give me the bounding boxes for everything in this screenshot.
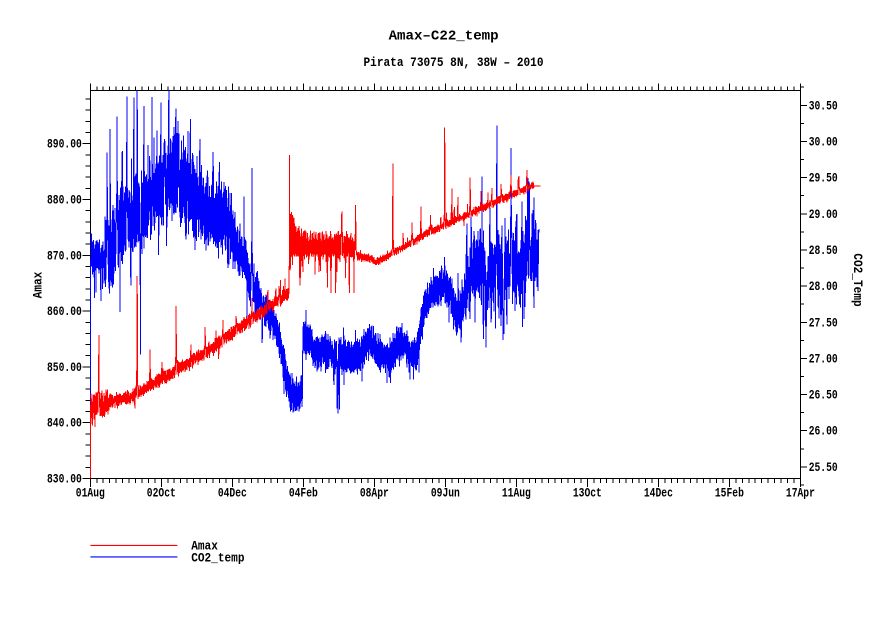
svg-text:840.00: 840.00 [47, 416, 82, 431]
svg-text:28.00: 28.00 [809, 279, 838, 294]
svg-text:CO2_Temp: CO2_Temp [850, 253, 864, 306]
svg-text:01Aug: 01Aug [76, 486, 105, 501]
svg-text:29.00: 29.00 [809, 207, 838, 222]
svg-text:830.00: 830.00 [47, 472, 82, 487]
svg-text:27.50: 27.50 [809, 315, 838, 330]
svg-text:860.00: 860.00 [47, 304, 82, 319]
svg-text:04Feb: 04Feb [289, 486, 318, 501]
svg-text:09Jun: 09Jun [431, 486, 460, 501]
svg-text:880.00: 880.00 [47, 193, 82, 208]
svg-text:11Aug: 11Aug [502, 486, 531, 501]
svg-text:13Oct: 13Oct [573, 486, 602, 501]
svg-text:08Apr: 08Apr [360, 486, 389, 501]
svg-text:Pirata 73075 8N, 38W – 2010: Pirata 73075 8N, 38W – 2010 [364, 56, 544, 70]
svg-text:25.50: 25.50 [809, 460, 838, 475]
svg-text:02Oct: 02Oct [147, 486, 176, 501]
svg-text:26.50: 26.50 [809, 388, 838, 403]
svg-text:850.00: 850.00 [47, 360, 82, 375]
svg-text:CO2_temp: CO2_temp [191, 551, 244, 565]
svg-text:30.50: 30.50 [809, 98, 838, 113]
svg-text:26.00: 26.00 [809, 424, 838, 439]
svg-text:27.00: 27.00 [809, 351, 838, 366]
svg-text:04Dec: 04Dec [218, 486, 247, 501]
svg-text:890.00: 890.00 [47, 137, 82, 152]
svg-text:870.00: 870.00 [47, 248, 82, 263]
svg-text:15Feb: 15Feb [715, 486, 744, 501]
svg-text:Amax–C22_temp: Amax–C22_temp [389, 29, 499, 44]
svg-text:29.50: 29.50 [809, 171, 838, 186]
svg-text:30.00: 30.00 [809, 134, 838, 149]
svg-text:17Apr: 17Apr [786, 486, 815, 501]
svg-text:14Dec: 14Dec [644, 486, 673, 501]
svg-text:Amax: Amax [31, 271, 45, 298]
svg-text:Amax: Amax [191, 540, 218, 554]
svg-text:28.50: 28.50 [809, 243, 838, 258]
